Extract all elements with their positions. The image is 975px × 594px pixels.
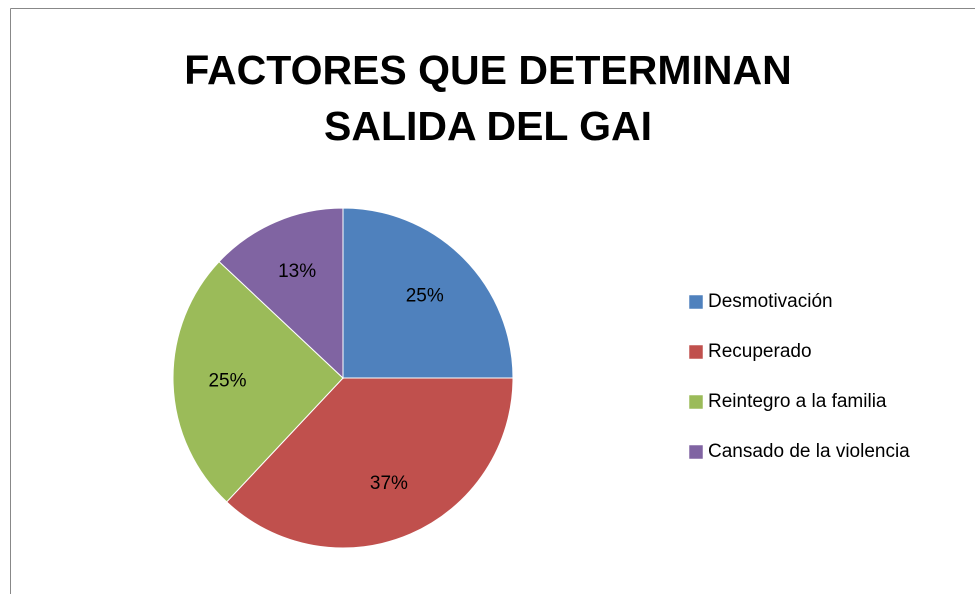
data-label: 13% <box>278 261 316 282</box>
legend-swatch <box>688 294 704 310</box>
legend-swatch <box>688 394 704 410</box>
legend-label: Cansado de la violencia <box>708 441 910 462</box>
data-label: 25% <box>406 285 444 306</box>
legend-swatch <box>688 344 704 360</box>
legend-label: Desmotivación <box>708 291 833 312</box>
pie-slice <box>225 377 514 549</box>
data-label: 37% <box>370 473 408 494</box>
legend-swatch <box>688 444 704 460</box>
data-label: 25% <box>208 371 246 392</box>
legend-label: Reintegro a la familia <box>708 391 887 412</box>
pie-slice <box>218 207 344 380</box>
pie-slice <box>342 207 514 379</box>
chart-title: FACTORES QUE DETERMINAN SALIDA DEL GAI <box>184 47 792 149</box>
legend-label: Recuperado <box>708 341 812 362</box>
pie-slice <box>172 260 344 503</box>
